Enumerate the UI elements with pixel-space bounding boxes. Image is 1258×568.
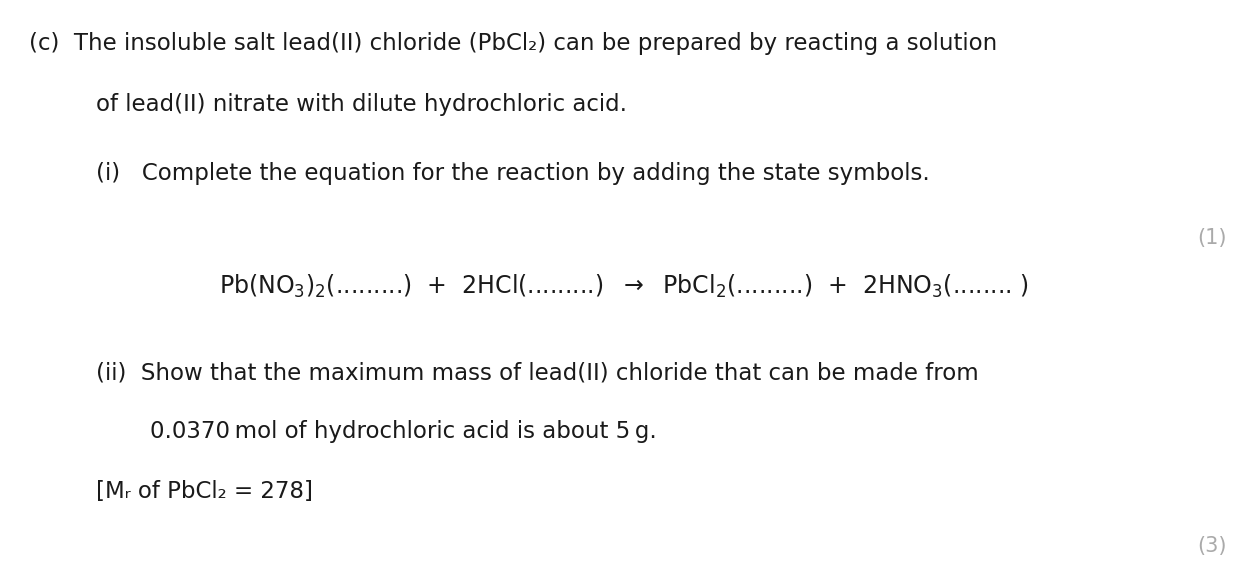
Text: [Mᵣ of PbCl₂ = 278]: [Mᵣ of PbCl₂ = 278] [96, 481, 313, 503]
Text: Pb(NO$_3$)$_2$(.........)  +  2HCl(.........)  $\rightarrow$  PbCl$_2$(.........: Pb(NO$_3$)$_2$(.........) + 2HCl(.......… [219, 273, 1029, 300]
Text: (1): (1) [1198, 228, 1227, 248]
Text: of lead(II) nitrate with dilute hydrochloric acid.: of lead(II) nitrate with dilute hydrochl… [96, 93, 626, 116]
Text: 0.0370 mol of hydrochloric acid is about 5 g.: 0.0370 mol of hydrochloric acid is about… [150, 420, 657, 442]
Text: (c)  The insoluble salt lead(II) chloride (PbCl₂) can be prepared by reacting a : (c) The insoluble salt lead(II) chloride… [29, 32, 998, 55]
Text: (3): (3) [1198, 536, 1227, 556]
Text: (i)   Complete the equation for the reaction by adding the state symbols.: (i) Complete the equation for the reacti… [96, 162, 930, 185]
Text: (ii)  Show that the maximum mass of lead(II) chloride that can be made from: (ii) Show that the maximum mass of lead(… [96, 361, 979, 385]
